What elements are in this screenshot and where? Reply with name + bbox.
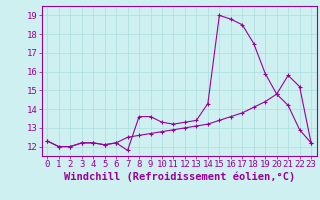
- X-axis label: Windchill (Refroidissement éolien,°C): Windchill (Refroidissement éolien,°C): [64, 172, 295, 182]
